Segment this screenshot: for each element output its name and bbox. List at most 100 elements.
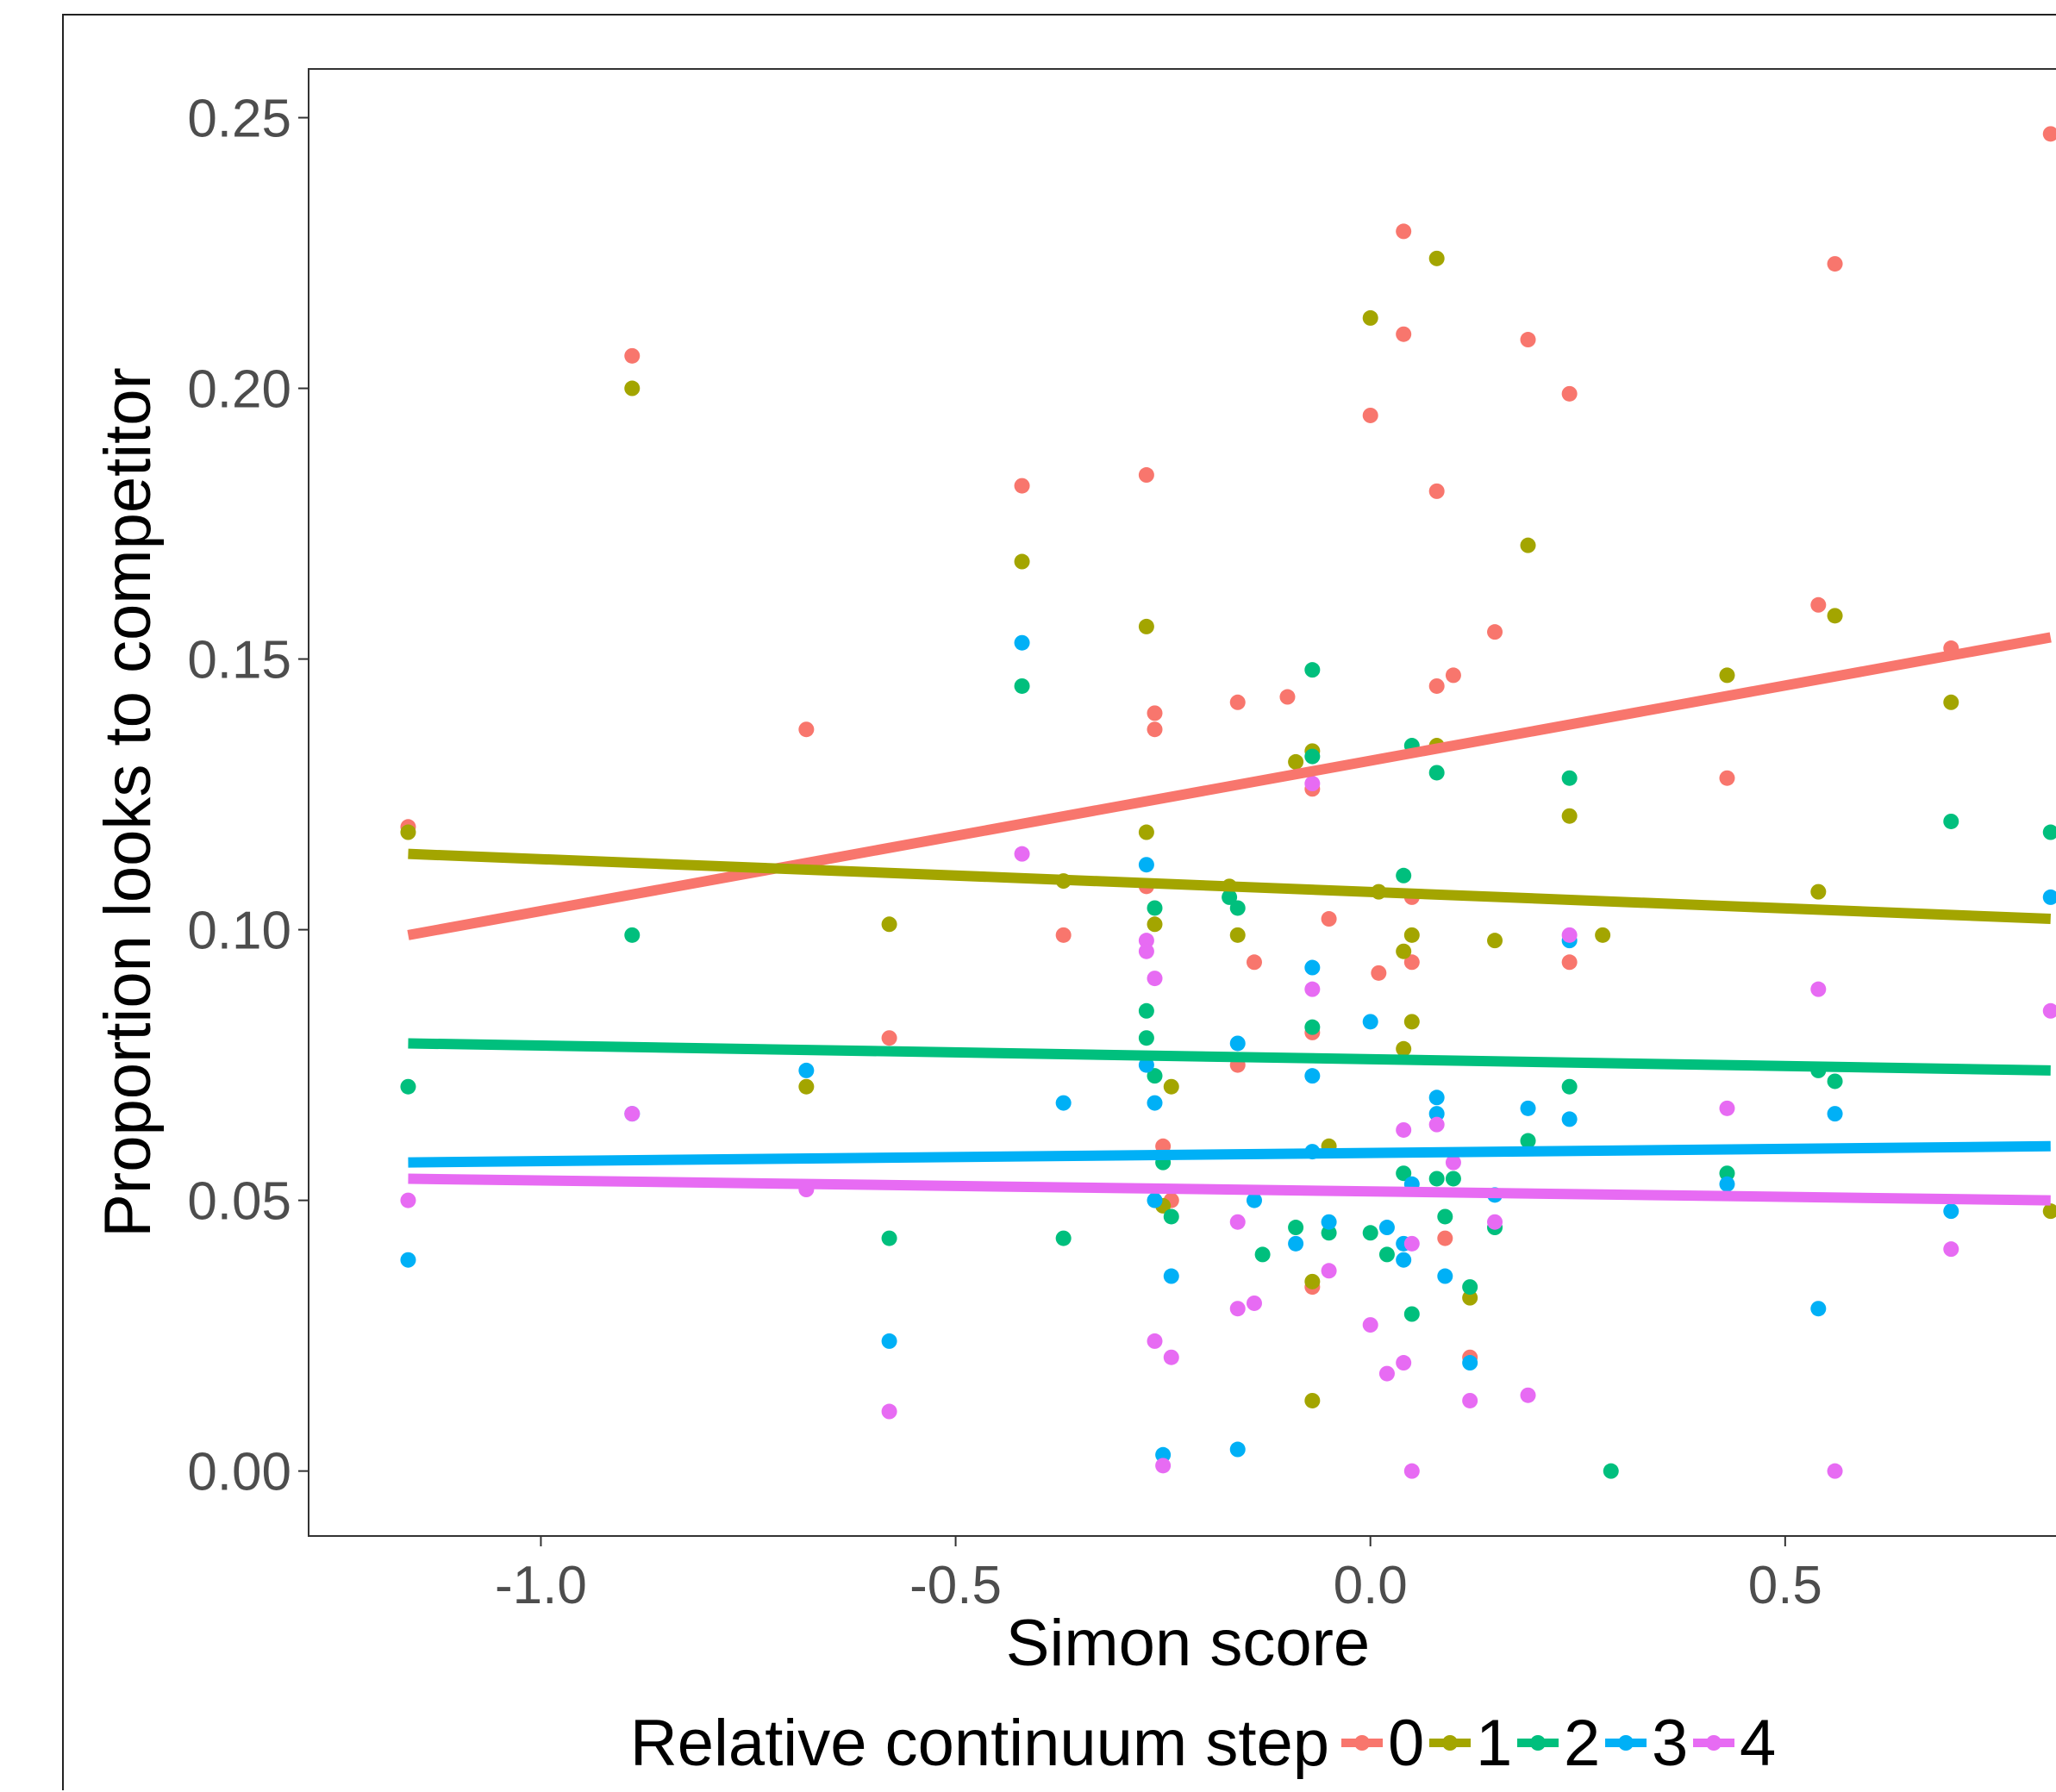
data-point-step-4 [1362,1317,1378,1333]
data-point-step-1 [1147,916,1163,933]
data-point-step-3 [1138,857,1154,873]
x-axis: -1.0 -0.5 0.0 0.5 [495,1536,1822,1615]
data-point-step-4 [1229,1301,1246,1317]
data-point-step-4 [1561,927,1578,943]
data-point-step-3 [1827,1106,1843,1122]
data-point-step-1 [881,916,897,933]
data-point-step-1 [1462,1289,1478,1306]
data-point-step-2 [1603,1463,1619,1479]
data-point-step-4 [1304,981,1321,997]
y-axis-title: Proportion looks to competitor [91,367,165,1238]
fit-line-step-0 [407,632,2052,940]
data-point-step-1 [1520,537,1536,553]
y-tick-label: 0.25 [187,90,291,149]
data-point-step-3 [1561,1111,1578,1127]
data-point-step-3 [1943,1203,1959,1220]
data-point-step-0 [1279,689,1296,705]
x-tick-label: 0.0 [1334,1556,1408,1615]
data-point-step-0 [1428,677,1445,694]
data-point-step-2 [1014,677,1030,694]
data-point-step-0 [881,1030,897,1046]
data-point-step-2 [1304,662,1321,678]
data-point-step-4 [1014,846,1030,862]
data-point-step-3 [1321,1214,1337,1230]
data-point-step-1 [1138,824,1154,840]
data-point-step-4 [1246,1295,1262,1311]
fit-line-step-2 [408,1038,2051,1076]
x-axis-title: Simon score [1006,1607,1370,1680]
data-point-step-2 [1222,889,1238,905]
data-point-step-3 [1155,1446,1172,1463]
y-tick-label: 0.10 [187,902,291,961]
data-point-step-1 [798,1078,815,1095]
data-point-step-3 [1288,1235,1304,1252]
data-point-step-1 [1396,943,1412,959]
data-point-step-2 [1437,1208,1453,1225]
data-point-step-2 [1428,765,1445,781]
y-tick-label: 0.15 [187,631,291,690]
data-point-step-1 [1403,927,1420,943]
data-point-step-4 [1462,1392,1478,1408]
data-point-step-1 [1014,553,1030,570]
data-point-step-0 [1445,667,1461,684]
data-point-step-0 [1371,965,1387,981]
data-point-step-0 [1428,483,1445,499]
data-point-step-1 [2042,1203,2056,1220]
legend-key-point-3 [1618,1735,1634,1751]
data-point-step-1 [1595,927,1611,943]
data-point-step-4 [1719,1100,1735,1116]
data-point-step-3 [2042,889,2056,905]
data-point-step-4 [1943,1241,1959,1258]
data-point-step-1 [1396,1040,1412,1057]
data-point-step-2 [624,927,641,943]
y-tick-label: 0.20 [187,360,291,420]
data-point-step-1 [1229,927,1246,943]
legend-label-4: 4 [1740,1707,1776,1780]
data-point-step-0 [1396,326,1412,342]
data-point-step-3 [1396,1252,1412,1268]
data-point-step-2 [1943,813,1959,829]
data-point-step-3 [1147,1192,1163,1208]
data-point-step-3 [1055,1095,1072,1111]
data-point-step-3 [1163,1268,1179,1284]
data-point-step-0 [1561,385,1578,402]
data-point-step-2 [1719,1165,1735,1182]
data-point-step-4 [1147,971,1163,987]
data-point-step-3 [1147,1095,1163,1111]
scatter-chart: 0.000.050.100.150.200.25 -1.0 -0.5 0.0 0.5 … [91,68,2056,1780]
data-point-step-3 [1229,1035,1246,1052]
data-point-step-3 [1462,1355,1478,1371]
data-point-step-1 [1827,608,1843,624]
data-point-step-0 [798,721,815,738]
data-point-step-2 [1462,1279,1478,1296]
y-axis: 0.00 0.05 0.10 0.15 0.20 0.25 [187,90,309,1502]
data-point-step-0 [1719,770,1735,786]
data-point-step-2 [1138,1002,1154,1019]
data-point-step-4 [1396,1355,1412,1371]
data-points [400,126,2056,1479]
data-point-step-4 [1403,1235,1420,1252]
x-tick-label: -0.5 [909,1556,1002,1615]
data-point-step-4 [1445,1154,1461,1171]
data-point-step-3 [1304,959,1321,976]
data-point-step-2 [2042,824,2056,840]
data-point-step-4 [1163,1349,1179,1365]
data-point-step-2 [1827,1073,1843,1090]
data-point-step-4 [1428,1116,1445,1133]
data-point-step-1 [1943,694,1959,710]
legend-key-point-2 [1530,1735,1546,1751]
data-point-step-0 [1396,223,1412,240]
data-point-step-2 [1321,1225,1337,1241]
data-point-step-1 [1719,667,1735,684]
data-point-step-2 [1520,1133,1536,1149]
data-point-step-2 [1396,867,1412,884]
fit-lines [407,632,2052,1206]
fit-line-step-3 [408,1140,2051,1168]
data-point-step-3 [798,1062,815,1078]
data-point-step-1 [1428,250,1445,266]
data-point-step-1 [1362,309,1378,326]
data-point-step-4 [1138,933,1154,949]
data-point-step-4 [1396,1121,1412,1138]
data-point-step-0 [624,347,641,364]
